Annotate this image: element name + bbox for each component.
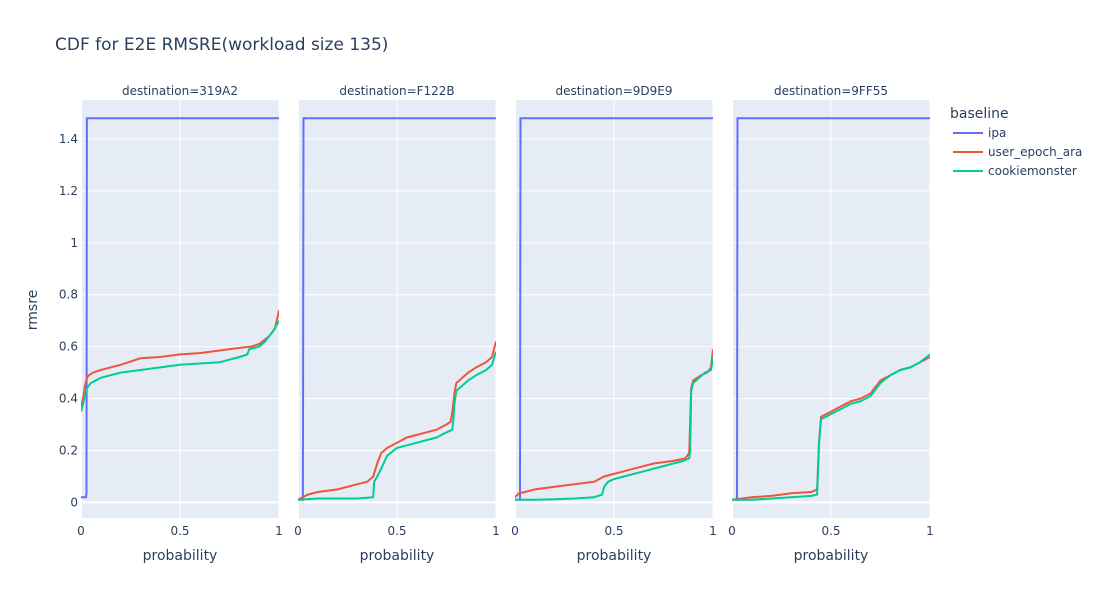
panels-layer: 0 0.2 0.4 0.6 0.8 1 1.2 1.4 destination=319A2 0 0.…: [59, 84, 934, 564]
panel-4: destination=9FF55 0 0.5 1 probability: [728, 84, 934, 564]
chart-title: CDF for E2E RMSRE(workload size 135): [55, 35, 388, 55]
x-tick-label: 0.5: [387, 524, 406, 538]
x-tick-label: 1: [492, 524, 500, 538]
series-line-cookiemonster: [515, 356, 713, 501]
series-line-user-epoch-ara: [298, 341, 496, 501]
x-axis-label: probability: [360, 548, 435, 564]
legend-title: baseline: [950, 106, 1009, 122]
series-line-user-epoch-ara: [515, 349, 713, 498]
panel-title: destination=F122B: [339, 84, 454, 98]
panel-3: destination=9D9E9 0 0.5 1 probability: [511, 84, 717, 564]
x-tick-label: 0.5: [821, 524, 840, 538]
x-tick-label: 0: [728, 524, 736, 538]
x-tick-label: 0: [294, 524, 302, 538]
x-tick-label: 0: [77, 524, 85, 538]
legend: baseline ipa user_epoch_ara cookiemonster: [950, 106, 1082, 178]
panel-2: destination=F122B 0 0.5 1 probability: [294, 84, 500, 564]
y-tick-label: 1: [70, 236, 78, 250]
x-axis-label: probability: [143, 548, 218, 564]
y-tick-label: 0.4: [59, 392, 78, 406]
legend-items: ipa user_epoch_ara cookiemonster: [953, 126, 1082, 178]
x-axis-label: probability: [794, 548, 869, 564]
y-tick-label: 0.8: [59, 288, 78, 302]
x-tick-label: 0.5: [604, 524, 623, 538]
panel-title: destination=9FF55: [774, 84, 888, 98]
series-line-ipa: [81, 117, 279, 499]
x-tick-label: 0: [511, 524, 519, 538]
x-axis-label: probability: [577, 548, 652, 564]
series-line-cookiemonster: [298, 351, 496, 501]
series-line-cookiemonster: [81, 320, 279, 412]
x-tick-label: 1: [926, 524, 934, 538]
y-tick-label: 0: [70, 495, 78, 509]
legend-label-cookiemonster[interactable]: cookiemonster: [988, 164, 1077, 178]
series-line-cookiemonster: [732, 353, 930, 501]
series-line-user-epoch-ara: [81, 310, 279, 407]
panel-1: destination=319A2 0 0.5 1 probability: [77, 84, 283, 564]
y-axis-label: rmsre: [25, 290, 41, 331]
panel-title: destination=9D9E9: [555, 84, 672, 98]
x-tick-label: 1: [275, 524, 283, 538]
x-tick-label: 0.5: [170, 524, 189, 538]
panel-title: destination=319A2: [122, 84, 238, 98]
y-tick-label: 0.2: [59, 443, 78, 457]
legend-label-user-epoch-ara[interactable]: user_epoch_ara: [988, 145, 1082, 159]
x-tick-label: 1: [709, 524, 717, 538]
y-tick-label: 1.4: [59, 132, 78, 146]
y-tick-label: 1.2: [59, 184, 78, 198]
y-tick-label: 0.6: [59, 340, 78, 354]
legend-label-ipa[interactable]: ipa: [988, 126, 1006, 140]
